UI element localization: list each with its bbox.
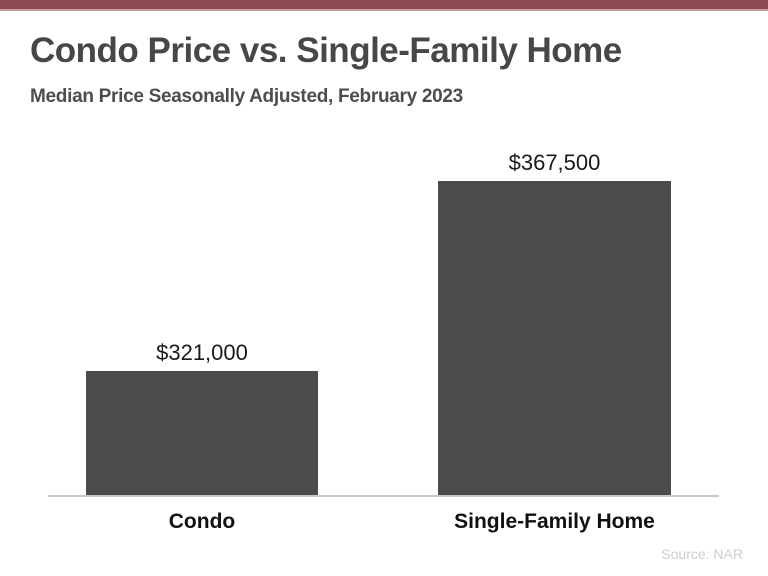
chart-title: Condo Price vs. Single-Family Home: [30, 31, 622, 70]
value-label-single-family-home: $367,500: [508, 150, 601, 175]
x-axis-line: [48, 495, 719, 497]
value-label-condo: $321,000: [156, 340, 248, 365]
bar-condo: [86, 371, 318, 495]
category-label-single-family-home: Single-Family Home: [454, 510, 655, 533]
source-note: Source: NAR: [661, 546, 743, 562]
bar-single-family-home: [438, 181, 671, 495]
category-label-condo: Condo: [168, 510, 236, 533]
chart-subtitle: Median Price Seasonally Adjusted, Februa…: [30, 86, 463, 107]
top-accent-bar: [0, 0, 768, 9]
top-accent-underline: [0, 9, 768, 11]
